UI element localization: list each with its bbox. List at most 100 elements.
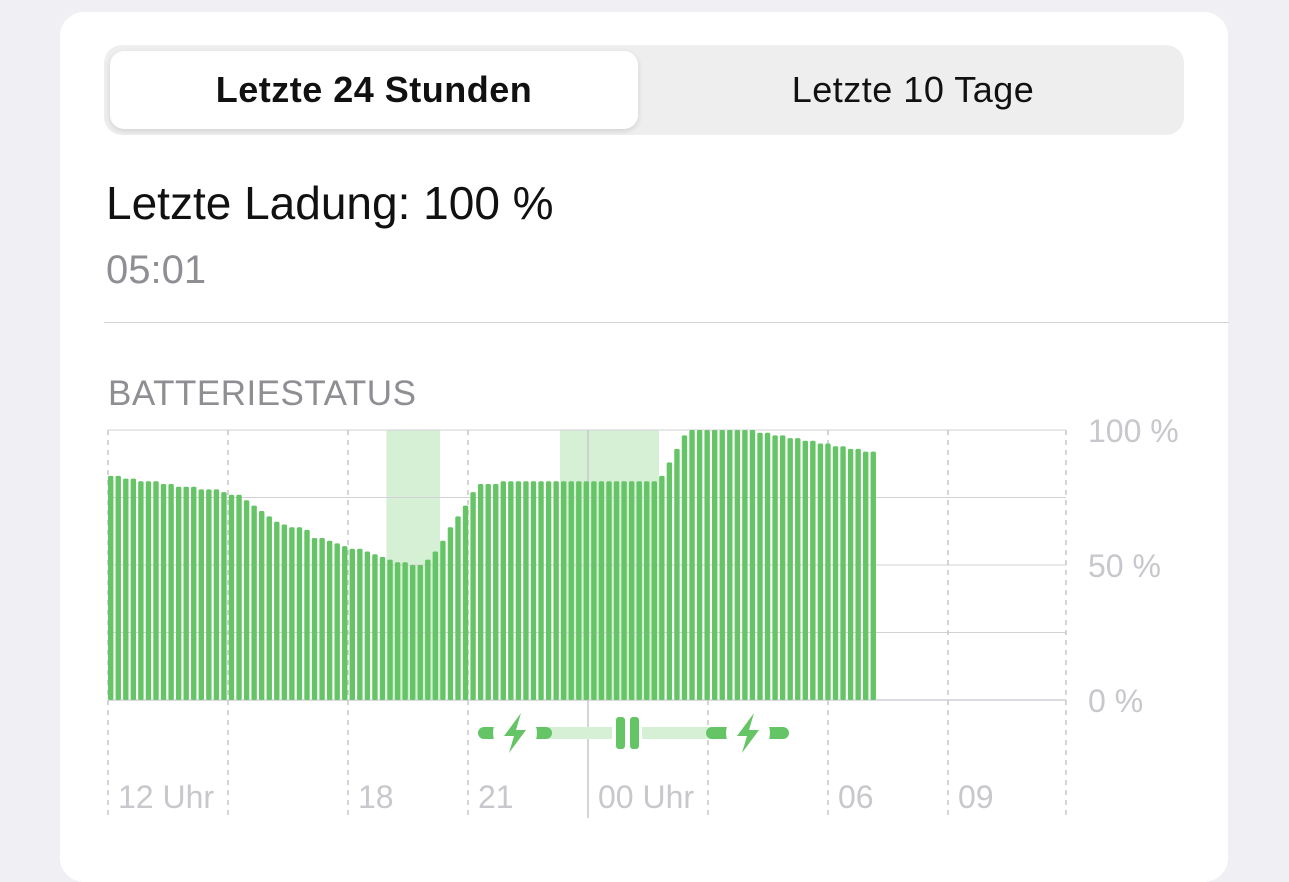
bar [342,546,348,700]
bar [191,486,197,700]
bar [274,521,280,700]
bar [259,511,265,700]
bar [281,524,288,700]
bar [138,481,144,700]
bar [576,481,582,700]
bar [462,505,469,700]
bar [447,527,454,700]
x-tick-label: 18 [358,779,394,815]
y-tick-label: 50 % [1088,548,1161,584]
bar [840,446,846,700]
bar [810,440,816,700]
bar [832,446,839,700]
x-tick-label: 09 [958,779,994,815]
bar [123,478,129,700]
bar [863,451,869,700]
bar [440,540,446,700]
bar [153,481,159,700]
bar [621,481,627,700]
bar [115,475,121,700]
x-tick-label: 12 Uhr [118,779,214,815]
bar [591,481,597,700]
bar [515,481,522,700]
bar [206,489,212,700]
pause-icon [630,717,639,749]
bar [304,529,310,700]
last-charge-time: 05:01 [106,248,207,292]
bar [289,527,295,700]
bar [364,551,371,700]
bar [379,556,386,700]
bar [583,481,590,700]
tab-last-24-hours[interactable]: Letzte 24 Stunden [110,51,638,129]
bar [402,562,408,700]
bar [817,443,824,700]
bar [855,448,861,700]
bar [183,486,189,700]
bar [825,443,831,700]
bar [523,481,529,700]
tab-last-10-days[interactable]: Letzte 10 Tage [791,69,1035,110]
time-range-segmented-control: Letzte 24 Stunden Letzte 10 Tage [104,45,1184,135]
bar [221,492,227,700]
section-title: BATTERIESTATUS [108,374,417,413]
bolt-icon [504,713,526,753]
bar [425,559,431,700]
bar [870,451,876,700]
x-tick-label: 00 Uhr [598,779,694,815]
bar [651,481,657,700]
bar [387,559,393,700]
bar [108,475,114,700]
bar [628,481,635,700]
bar [606,481,612,700]
bar [160,484,167,700]
bar [561,481,567,700]
bar [455,516,461,700]
bar [689,430,695,700]
bar [477,484,484,700]
bar [175,486,182,700]
x-tick-label: 06 [838,779,874,815]
divider [104,322,1229,323]
bar [243,500,250,700]
bar [326,540,333,700]
bar [847,448,854,700]
bar [636,481,642,700]
bar [410,565,416,700]
bar [779,435,786,700]
bar [296,527,303,700]
bar [417,565,423,700]
bar [545,481,552,700]
bar [772,435,778,700]
bar [485,484,491,700]
bar [145,481,152,700]
bar [727,430,733,700]
bar [757,432,763,700]
bar [696,430,703,700]
bar [681,435,688,700]
bar [130,478,137,700]
pause-icon [616,717,625,749]
bar [530,481,537,700]
bar [764,432,771,700]
bar [795,438,801,700]
bar [266,516,272,700]
y-tick-label: 0 % [1088,683,1143,719]
bar [168,484,174,700]
bar [734,430,741,700]
bar [213,489,220,700]
bar [613,481,620,700]
bar [394,562,401,700]
bar [319,538,325,700]
bar [432,551,439,700]
bar [666,462,673,700]
bar [349,548,355,700]
bar [644,481,650,700]
bar [357,548,363,700]
bar [568,481,574,700]
bar [500,481,506,700]
bar [553,481,559,700]
bar [228,494,235,700]
bar [538,481,544,700]
bar [742,430,748,700]
